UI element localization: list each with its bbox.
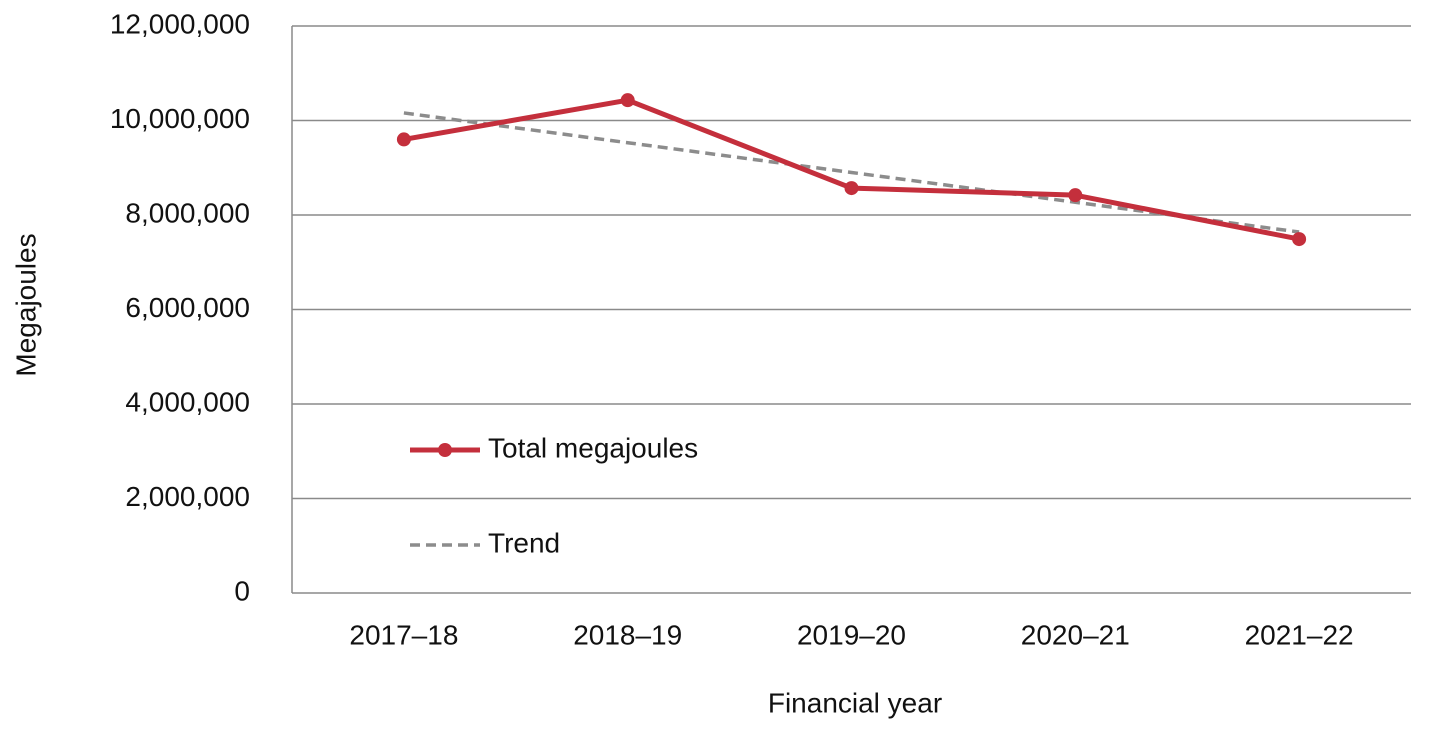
y-tick-label: 12,000,000 <box>110 8 250 39</box>
x-tick-label: 2017–18 <box>349 619 458 650</box>
x-tick-label: 2019–20 <box>797 619 906 650</box>
data-point <box>1068 188 1083 203</box>
y-axis-title: Megajoules <box>10 233 41 376</box>
y-tick-label: 6,000,000 <box>125 292 250 323</box>
y-tick-label: 10,000,000 <box>110 103 250 134</box>
x-tick-label: 2021–22 <box>1245 619 1354 650</box>
data-point <box>620 93 635 108</box>
y-tick-label: 4,000,000 <box>125 386 250 417</box>
y-tick-label: 0 <box>234 575 250 606</box>
x-tick-label: 2020–21 <box>1021 619 1130 650</box>
y-tick-label: 8,000,000 <box>125 197 250 228</box>
y-tick-label: 2,000,000 <box>125 481 250 512</box>
legend-label: Total megajoules <box>488 432 698 463</box>
data-point <box>844 181 859 196</box>
data-point <box>396 132 411 147</box>
x-axis-title: Financial year <box>768 687 942 718</box>
legend-label: Trend <box>488 527 560 558</box>
data-point <box>1292 232 1307 247</box>
x-tick-label: 2018–19 <box>573 619 682 650</box>
legend-marker <box>438 443 452 457</box>
